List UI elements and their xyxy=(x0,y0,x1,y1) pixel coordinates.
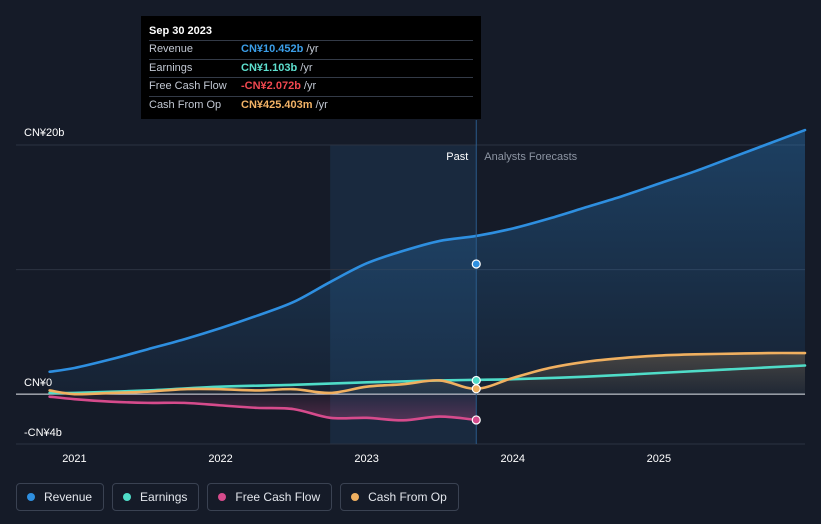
revenue-marker xyxy=(471,259,481,269)
legend-label: Revenue xyxy=(44,490,93,504)
legend-item-cash-from-op[interactable]: Cash From Op xyxy=(340,483,459,511)
tooltip-row-label: Free Cash Flow xyxy=(149,80,227,92)
y-tick-label-bottom: -CN¥4b xyxy=(24,427,62,439)
y-tick-label-top: CN¥20b xyxy=(24,127,64,139)
tooltip-row-value: CN¥10.452b xyxy=(241,43,304,55)
legend-item-revenue[interactable]: Revenue xyxy=(16,483,105,511)
earnings-marker xyxy=(471,375,481,386)
legend-dot-icon xyxy=(27,493,35,501)
free-cash-flow-marker xyxy=(471,415,481,425)
series-markers xyxy=(471,259,481,425)
legend-label: Cash From Op xyxy=(368,490,447,504)
tooltip-row-unit: /yr xyxy=(300,61,313,74)
tooltip-row: Revenue CN¥10.452b/yr xyxy=(149,40,473,59)
legend-dot-icon xyxy=(123,493,132,501)
cash-from-op-marker xyxy=(471,384,481,394)
legend-dot-icon xyxy=(218,493,227,501)
tooltip-row-value: CN¥1.103b xyxy=(241,61,298,74)
tooltip-row-label: Cash From Op xyxy=(149,98,222,111)
x-tick-label: 2025 xyxy=(647,453,671,465)
revenue-line xyxy=(48,128,807,374)
tooltip-row: Earnings CN¥1.103b/yr xyxy=(149,58,473,78)
cash-from-op-line xyxy=(48,351,807,396)
legend-item-free-cash-flow[interactable]: Free Cash Flow xyxy=(207,483,333,511)
revenue-area xyxy=(49,130,806,395)
tooltip-row-value: -CN¥2.072b xyxy=(241,80,301,92)
tooltip-row: Free Cash Flow -CN¥2.072b/yr xyxy=(149,77,473,96)
tooltip-row-unit: /yr xyxy=(303,80,317,92)
tooltip-row: Cash From Op CN¥425.403m/yr xyxy=(149,95,473,115)
free-cash-flow-line xyxy=(48,395,478,422)
tooltip: Sep 30 2023 Revenue CN¥10.452b/yr Earnings… xyxy=(141,16,481,119)
tooltip-row-label: Earnings xyxy=(149,61,193,74)
legend-dot-icon xyxy=(351,493,360,501)
legend: Revenue Earnings Free Cash Flow Cash From O… xyxy=(16,483,459,511)
x-axis-labels: 2021 2022 2023 2024 2025 xyxy=(62,453,671,465)
tooltip-row-label: Revenue xyxy=(149,43,194,55)
y-tick-label-zero: CN¥0 xyxy=(24,377,52,389)
cash-from-op-area xyxy=(49,353,806,395)
x-tick-label: 2021 xyxy=(62,453,86,465)
legend-item-earnings[interactable]: Earnings xyxy=(112,483,200,511)
series-lines xyxy=(48,128,807,422)
x-tick-label: 2022 xyxy=(208,453,232,465)
tooltip-row-unit: /yr xyxy=(306,43,319,55)
legend-label: Earnings xyxy=(140,490,188,504)
past-label: Past xyxy=(446,151,468,163)
tooltip-date: Sep 30 2023 xyxy=(149,25,212,37)
tooltip-row-value: CN¥425.403m xyxy=(241,98,313,111)
x-tick-label: 2024 xyxy=(501,453,525,465)
forecast-label: Analysts Forecasts xyxy=(484,151,577,163)
tooltip-row-unit: /yr xyxy=(315,98,328,111)
x-tick-label: 2023 xyxy=(354,453,378,465)
legend-label: Free Cash Flow xyxy=(235,490,321,504)
